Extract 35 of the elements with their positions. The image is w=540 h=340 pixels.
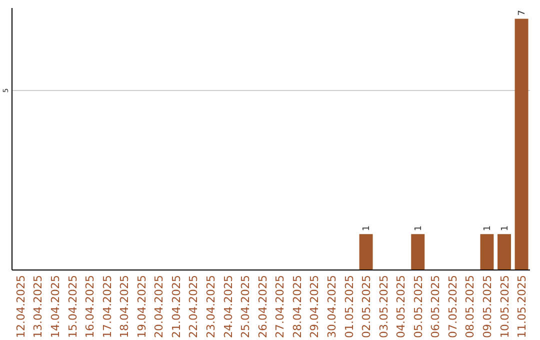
x-tick-label: 30.04.2025 [325, 275, 338, 338]
data-label: 1 [414, 225, 424, 232]
x-tick-label: 01.05.2025 [342, 275, 356, 338]
data-label: 1 [500, 225, 510, 232]
x-tick-label: 08.05.2025 [464, 275, 477, 338]
x-tick-label: 27.04.2025 [274, 275, 287, 338]
x-tick-label: 21.04.2025 [170, 275, 183, 338]
x-tick-label: 23.04.2025 [204, 275, 218, 338]
x-tick-label: 14.04.2025 [49, 275, 62, 338]
x-tick-label: 17.04.2025 [100, 275, 114, 338]
x-tick-label: 29.04.2025 [308, 275, 322, 338]
x-tick-label: 04.05.2025 [394, 275, 408, 338]
data-label: 1 [482, 225, 493, 232]
x-tick-label: 10.05.2025 [498, 275, 512, 338]
x-tick-label: 26.04.2025 [256, 275, 270, 338]
x-tick-label: 24.04.2025 [222, 275, 235, 338]
x-tick-label: 09.05.2025 [480, 275, 494, 338]
x-tick-label: 22.04.2025 [187, 275, 200, 338]
x-tick-label: 12.04.2025 [14, 275, 28, 338]
x-tick-label: 18.04.2025 [118, 275, 132, 338]
x-tick-label: 07.05.2025 [446, 275, 460, 338]
x-tick-label: 19.04.2025 [135, 275, 148, 338]
x-tick-label: 13.04.2025 [32, 275, 45, 338]
x-tick-label: 03.05.2025 [377, 275, 390, 338]
data-label: 1 [362, 225, 372, 232]
x-tick-label: 16.04.2025 [84, 275, 97, 338]
x-tick-label: 02.05.2025 [360, 275, 374, 338]
x-tick-label: 28.04.2025 [290, 275, 304, 338]
x-tick-label: 25.04.2025 [239, 275, 252, 338]
x-tick-label: 06.05.2025 [429, 275, 442, 338]
x-tick-label: 15.04.2025 [66, 275, 80, 338]
x-tick-label: 11.05.2025 [516, 275, 529, 338]
x-tick-label: 05.05.2025 [412, 275, 425, 338]
x-tick-label: 20.04.2025 [152, 275, 166, 338]
data-label: 7 [518, 10, 528, 16]
